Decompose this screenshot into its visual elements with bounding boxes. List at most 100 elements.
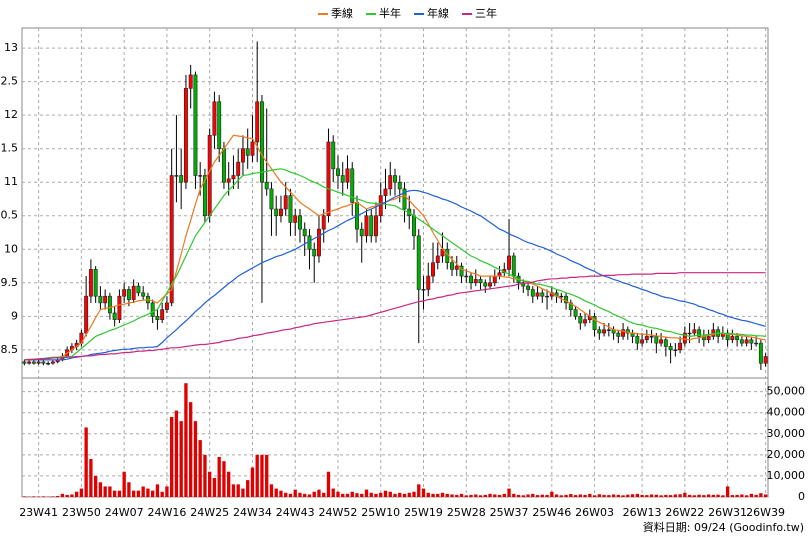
candle-body [464, 275, 469, 278]
legend-label: 季線 [331, 6, 353, 20]
volume-bar [345, 493, 350, 497]
volume-bar [583, 494, 587, 497]
x-tick-label: 25W37 [490, 506, 529, 519]
volume-bar [136, 490, 141, 497]
volume-bar [122, 471, 126, 497]
volume-bar [464, 495, 468, 497]
candle-body [46, 362, 51, 365]
volume-bar [649, 494, 654, 497]
volume-bar [626, 494, 630, 497]
volume-bar [417, 484, 421, 497]
candle-body [212, 101, 217, 136]
candle-body [431, 262, 435, 277]
volume-bar [412, 491, 416, 497]
candle-body [255, 101, 260, 143]
ma-line [24, 134, 766, 361]
volume-bar [293, 489, 297, 497]
volume-bar [578, 494, 582, 497]
candle-body [749, 339, 754, 344]
volume-bar [355, 493, 359, 497]
volume-bar [697, 494, 701, 497]
volume-bar [554, 494, 559, 497]
candle-body [50, 361, 55, 364]
candle-body [678, 342, 683, 351]
candle-body [131, 285, 136, 300]
candle-body [649, 336, 654, 338]
candle-body [36, 361, 41, 364]
volume-bar [360, 493, 364, 497]
candle-body [359, 228, 364, 237]
y-tick-label: 12 [4, 108, 18, 121]
volume-bar [635, 493, 639, 497]
candle-body [545, 295, 550, 298]
volume-bar [630, 494, 635, 497]
x-tick-label: 26W39 [746, 506, 785, 519]
volume-bar [227, 471, 231, 497]
volume-bar [616, 494, 620, 497]
candle-body [663, 339, 668, 347]
candle-body [150, 302, 155, 317]
volume-bar [51, 496, 55, 497]
volume-bar [203, 454, 207, 497]
volume-bar [298, 492, 302, 497]
candle-body [507, 255, 512, 270]
volume-bar [317, 489, 321, 497]
candle-body [259, 101, 264, 183]
volume-bar [730, 495, 735, 497]
volume-bar [564, 494, 568, 497]
candle-body [240, 148, 245, 163]
candle-body [616, 332, 621, 337]
candle-body [397, 181, 402, 190]
volume-bar [436, 493, 440, 497]
ma-line [24, 168, 766, 361]
candle-body [388, 175, 393, 190]
volume-bar [184, 383, 188, 497]
candle-body [98, 295, 103, 304]
candle-body [345, 168, 350, 183]
volume-bar [303, 493, 307, 497]
candle-body [602, 329, 607, 334]
candle-body [511, 255, 516, 277]
candle-body [592, 316, 597, 331]
volume-bar [241, 488, 245, 497]
volume-bar [621, 495, 625, 497]
volume-bar [170, 416, 174, 497]
candle-body [245, 148, 250, 156]
candle-body [450, 262, 454, 270]
candle-body [264, 181, 269, 190]
volume-bar [331, 488, 335, 497]
candle-body [706, 336, 711, 341]
candle-body [621, 329, 626, 337]
volume-bar [569, 494, 573, 497]
volume-bar [84, 427, 88, 497]
candle-body [31, 361, 36, 364]
volume-bar [155, 484, 160, 497]
candle-body [416, 235, 421, 290]
candle-body [136, 285, 141, 294]
candle-body [378, 195, 383, 217]
volume-bar [640, 494, 644, 497]
volume-bar [474, 494, 478, 497]
volume-bar [687, 494, 692, 497]
candle-body [302, 228, 307, 237]
volume-bar [98, 482, 103, 497]
volume-bar [763, 494, 768, 497]
volume-bar [678, 494, 682, 497]
candle-body [298, 215, 302, 230]
volume-bar [426, 492, 430, 497]
candle-body [217, 101, 222, 149]
candle-body [573, 309, 578, 317]
legend-label: 三年 [475, 6, 497, 20]
candle-body [202, 175, 207, 217]
volume-bar [103, 486, 107, 497]
volume-bar [735, 494, 739, 497]
volume-bar [127, 482, 131, 497]
volume-bar [483, 494, 487, 497]
volume-bar [592, 495, 597, 497]
candle-body [321, 215, 326, 230]
candle-body [169, 175, 174, 304]
volume-bar [379, 492, 383, 497]
candle-body [364, 215, 369, 237]
y-tick-label: 10 [4, 242, 18, 255]
